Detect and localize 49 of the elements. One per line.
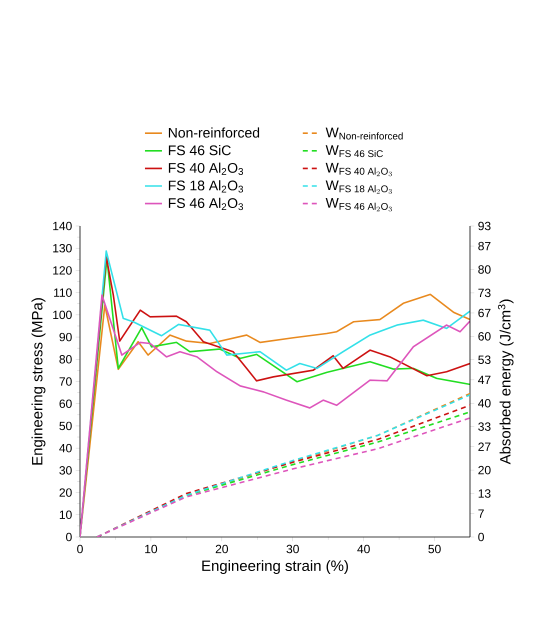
legend-label: $\text{W}_{\text{Non-reinforced}}$ — [326, 128, 403, 140]
y2-tick-label: 53 — [478, 356, 491, 364]
y-tick-label: 120 — [53, 266, 72, 275]
legend-label: $\text{W}_{\text{FS 40 Al}_{2}\text{O}_{3}}$ — [326, 162, 392, 176]
legend-label: $\text{W}_{\text{FS 46 Al}_{2}\text{O}_{3}}$ — [326, 198, 392, 212]
y-tick-label: 60 — [60, 399, 72, 408]
y2-tick-label: 93 — [478, 222, 491, 230]
y2-tick-label: 33 — [478, 422, 491, 431]
y2-tick-label: 27 — [478, 442, 490, 451]
x-tick-label: 30 — [286, 544, 299, 554]
y-tick-label: 80 — [59, 355, 72, 364]
y-tick-label: 0 — [66, 532, 72, 542]
x-tick-label: 40 — [357, 544, 370, 554]
y2-tick-label: 40 — [478, 399, 491, 408]
y-axis-title: Engineering stress (MPa) — [32, 298, 46, 465]
y-tick-label: 30 — [59, 466, 72, 475]
y-tick-label: 100 — [53, 310, 72, 320]
legend-label: $\text{W}_{\text{FS 18 Al}_{2}\text{O}_{3}}$ — [326, 180, 392, 194]
y2-tick-label: 87 — [478, 242, 490, 250]
y-tick-label: 140 — [53, 222, 72, 230]
y2-tick-label: 0 — [478, 532, 484, 542]
legend-label: Non-reinforced — [168, 127, 260, 138]
y-tick-label: 90 — [59, 332, 72, 342]
legend-label: FS 46 Al$_{2}$O$_{3}$ — [168, 198, 244, 210]
y2-tick-label: 60 — [478, 332, 491, 341]
y-tick-label: 10 — [60, 510, 72, 520]
y2-tick-label: 13 — [478, 489, 491, 498]
legend-label: FS 46 SiC — [168, 145, 231, 156]
y2-tick-label: 20 — [478, 466, 491, 474]
x-axis-title: Engineering strain (%) — [202, 560, 348, 574]
y-tick-label: 110 — [54, 288, 72, 297]
legend-label: FS 40 Al$_{2}$O$_{3}$ — [168, 162, 244, 175]
x-tick-label: 0 — [77, 544, 83, 554]
y2-tick-label: 67 — [478, 308, 490, 318]
y2-tick-label: 80 — [478, 265, 491, 274]
y-tick-label: 70 — [60, 377, 72, 386]
y-tick-label: 50 — [59, 422, 72, 430]
y2-axis-title: Absorbed energy (J/cm$^{3}$) — [498, 300, 514, 464]
y-tick-label: 130 — [53, 244, 72, 252]
x-tick-label: 20 — [216, 544, 228, 554]
y2-tick-label: 7 — [478, 509, 484, 518]
x-tick-label: 10 — [145, 544, 158, 554]
y-tick-label: 40 — [59, 444, 72, 452]
legend-label: $\text{W}_{\text{FS 46 SiC}}$ — [326, 145, 383, 158]
y2-tick-label: 73 — [478, 288, 491, 298]
y-tick-label: 20 — [60, 488, 72, 497]
y2-tick-label: 47 — [478, 376, 490, 384]
x-tick-label: 50 — [428, 544, 441, 554]
legend-label: FS 18 Al$_{2}$O$_{3}$ — [168, 180, 244, 193]
